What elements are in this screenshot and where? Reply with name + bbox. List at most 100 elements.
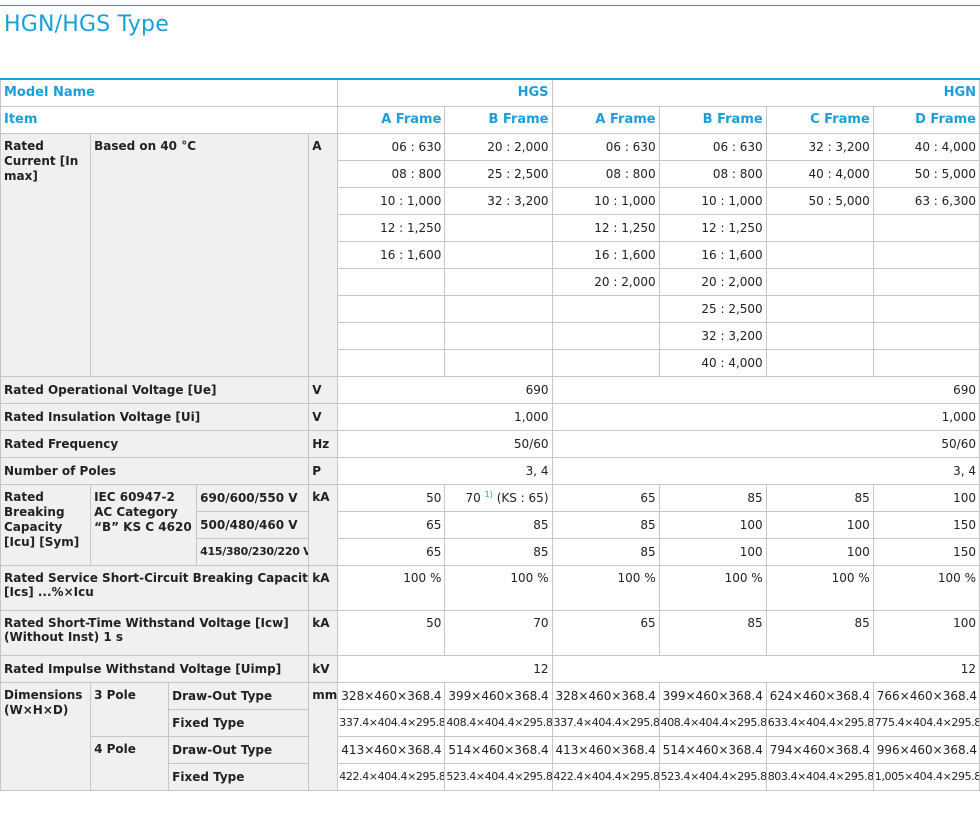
current-cell: 16 : 1,600 (551, 240, 660, 269)
poles-hgn: 3, 4 (551, 456, 980, 485)
frame-header: B Frame (444, 105, 553, 134)
current-cell (551, 321, 660, 350)
current-cell (872, 321, 980, 350)
short-time-unit: kA (308, 609, 339, 656)
insulation-voltage-hgn: 1,000 (551, 402, 980, 431)
rated-current-row: 40 : 4,000 (1, 348, 980, 377)
dimensions-row: 4 Pole Draw-Out Type 413×460×368.4 514×4… (1, 735, 980, 791)
current-cell: 12 : 1,250 (337, 213, 446, 242)
short-time-cell: 100 (872, 609, 980, 656)
rated-current-row: Rated Current [In max] Based on 40 °C A … (0, 132, 980, 377)
dimension-cell: 422.4×404.4×295.8 (337, 762, 446, 791)
current-cell (337, 321, 446, 350)
breaking-cell: 100 (765, 537, 874, 566)
impulse-hgs: 12 (337, 654, 553, 683)
breaking-cell: 85 (765, 483, 874, 512)
current-cell: 10 : 1,000 (337, 186, 446, 215)
dimension-cell: 399×460×368.4 (444, 681, 553, 710)
poles-unit: P (308, 456, 339, 485)
dimension-cell: 337.4×404.4×295.8 (337, 708, 446, 737)
current-cell: 06 : 630 (658, 132, 767, 161)
operational-voltage-hgn: 690 (551, 375, 980, 404)
current-cell (872, 348, 980, 377)
dimensions-unit: mm (308, 681, 339, 791)
dimensions-type: Fixed Type (168, 708, 310, 737)
breaking-cell: 150 (872, 537, 980, 566)
frame-header: A Frame (337, 105, 446, 134)
impulse-label: Rated Impulse Withstand Voltage [Uimp] (0, 654, 310, 683)
current-cell: 06 : 630 (337, 132, 446, 161)
dimensions-label: Dimensions (W×H×D) (0, 681, 92, 791)
rated-current-row: 08 : 800 25 : 2,500 08 : 800 08 : 800 40… (1, 159, 980, 188)
spec-table: Model Name HGS HGN Item A Frame B Frame … (0, 78, 980, 791)
breaking-value: 70 (465, 491, 481, 505)
breaking-cell: 100 (658, 510, 767, 539)
frequency-label: Rated Frequency (0, 429, 310, 458)
rated-current-label: Rated Current [In max] (0, 132, 92, 377)
breaking-cell: 85 (658, 483, 767, 512)
poles-row: Number of Poles P 3, 4 3, 4 (0, 456, 980, 485)
current-cell: 50 : 5,000 (765, 186, 874, 215)
dimension-cell: 514×460×368.4 (658, 735, 767, 764)
hgs-label: HGS (337, 78, 553, 107)
dimension-cell: 794×460×368.4 (765, 735, 874, 764)
frequency-row: Rated Frequency Hz 50/60 50/60 (0, 429, 980, 458)
breaking-cell: 100 (872, 483, 980, 512)
dimension-cell: 775.4×404.4×295.8 (872, 708, 980, 737)
current-cell: 16 : 1,600 (658, 240, 767, 269)
poles-hgs: 3, 4 (337, 456, 553, 485)
dimensions-pole4: 4 Pole (90, 735, 170, 791)
short-time-row: Rated Short-Time Withstand Voltage [Icw]… (0, 609, 980, 656)
current-cell: 16 : 1,600 (337, 240, 446, 269)
service-breaking-label-2: [Ics] ...%×Icu (4, 584, 94, 599)
dimension-cell: 523.4×404.4×295.8 (444, 762, 553, 791)
service-breaking-label: Rated Service Short-Circuit Breaking Cap… (0, 564, 310, 611)
dimensions-row: Fixed Type 422.4×404.4×295.8 523.4×404.4… (1, 762, 980, 791)
breaking-cell: 85 (551, 510, 660, 539)
service-breaking-cell: 100 % (765, 564, 874, 611)
breaking-cell: 85 (444, 510, 553, 539)
operational-voltage-row: Rated Operational Voltage [Ue] V 690 690 (0, 375, 980, 404)
dimensions-row: Dimensions (W×H×D) 3 Pole Draw-Out Type … (0, 681, 980, 791)
short-time-label: Rated Short-Time Withstand Voltage [Icw]… (0, 609, 310, 656)
hgn-label: HGN (551, 78, 980, 107)
short-time-cell: 70 (444, 609, 553, 656)
breaking-cell: 85 (444, 537, 553, 566)
impulse-hgn: 12 (551, 654, 980, 683)
service-breaking-cell: 100 % (551, 564, 660, 611)
short-time-cell: 65 (551, 609, 660, 656)
current-cell: 40 : 4,000 (872, 132, 980, 161)
dimension-cell: 514×460×368.4 (444, 735, 553, 764)
current-cell (872, 294, 980, 323)
current-cell: 40 : 4,000 (658, 348, 767, 377)
frequency-hgs: 50/60 (337, 429, 553, 458)
dimension-cell: 1,005×404.4×295.8 (872, 762, 980, 791)
dimension-cell: 413×460×368.4 (551, 735, 660, 764)
rated-current-row: 12 : 1,250 12 : 1,250 12 : 1,250 (1, 213, 980, 242)
operational-voltage-label: Rated Operational Voltage [Ue] (0, 375, 310, 404)
breaking-cell: 100 (765, 510, 874, 539)
dimensions-type: Draw-Out Type (168, 735, 310, 764)
dimensions-type: Draw-Out Type (168, 681, 310, 710)
breaking-cell: 65 (337, 537, 446, 566)
dimensions-pole3: 3 Pole (90, 681, 170, 737)
current-cell: 12 : 1,250 (658, 213, 767, 242)
current-cell: 20 : 2,000 (444, 132, 553, 161)
rated-current-row: 16 : 1,600 16 : 1,600 16 : 1,600 (1, 240, 980, 269)
breaking-cell-footnote: 70 1) (KS : 65) (444, 483, 553, 512)
dimension-cell: 766×460×368.4 (872, 681, 980, 710)
current-cell (444, 294, 553, 323)
short-time-label-1: Rated Short-Time Withstand Voltage [Icw] (4, 615, 289, 630)
breaking-row: 415/380/230/220 V 65 85 85 100 100 150 (1, 537, 980, 566)
header-row-model: Model Name HGS HGN (0, 78, 980, 107)
current-cell: 08 : 800 (337, 159, 446, 188)
current-cell (551, 348, 660, 377)
breaking-label: Rated Breaking Capacity [Icu] [Sym] (0, 483, 92, 566)
insulation-voltage-hgs: 1,000 (337, 402, 553, 431)
dimensions-row: Fixed Type 337.4×404.4×295.8 408.4×404.4… (1, 708, 980, 737)
dimension-cell: 803.4×404.4×295.8 (765, 762, 874, 791)
dimension-cell: 624×460×368.4 (765, 681, 874, 710)
dimension-cell: 633.4×404.4×295.8 (765, 708, 874, 737)
current-cell (444, 321, 553, 350)
current-cell (765, 267, 874, 296)
